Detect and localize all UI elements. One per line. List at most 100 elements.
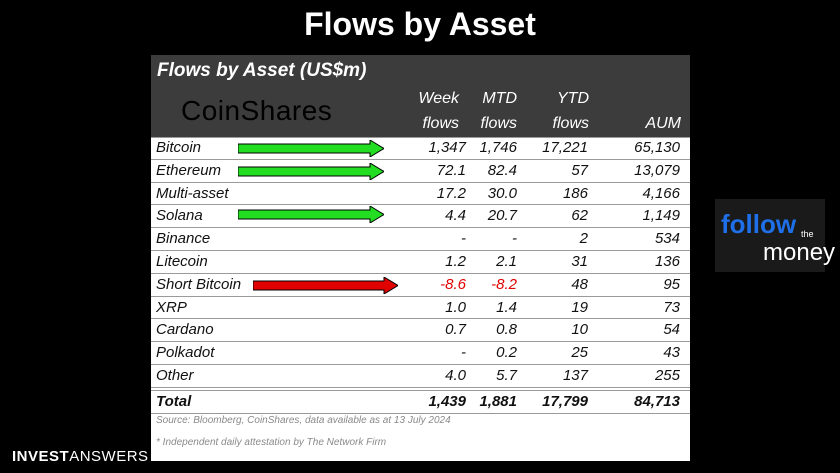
row-divider [151,227,690,229]
the-text: the [801,229,814,239]
asset-name: Polkadot [156,344,215,362]
flows-table-card: Flows by Asset (US$m) Week flows MTD flo… [151,55,690,461]
header-ytd-line1: YTD [557,90,589,107]
row-divider [151,250,690,251]
table-row: XRP 1.0 1.4 19 73 [151,297,690,320]
table-row: Multi-asset 17.2 30.0 186 4,166 [151,183,690,206]
aum-cell: 65,130 [634,139,680,156]
ytd-cell: 186 [562,184,588,202]
week-cell: 1.0 [445,298,466,316]
table-row: Solana 4.4 20.7 62 1,149 [151,205,690,228]
aum-cell: 43 [663,344,680,362]
row-divider [151,341,690,343]
source-note: Source: Bloomberg, CoinShares, data avai… [156,415,451,426]
aum-cell: 54 [663,321,680,339]
aum-cell: 84,713 [634,392,680,410]
header-week-line1: Week [418,90,459,107]
aum-cell: 255 [654,367,680,384]
week-cell: - [461,230,466,248]
week-cell: 4.0 [445,367,466,384]
follow-the-money-logo: follow the money [715,199,835,272]
ytd-cell: 31 [571,253,588,270]
table-row: Cardano 0.7 0.8 10 54 [151,319,690,342]
header-divider [151,137,690,138]
row-divider [151,158,690,160]
week-cell: 4.4 [445,207,466,225]
total-divider [151,389,690,391]
table-row: Polkadot - 0.2 25 43 [151,342,690,365]
table-title: Flows by Asset (US$m) [157,60,367,81]
row-divider [151,386,690,388]
aum-cell: 534 [654,230,680,248]
asset-name: Multi-asset [156,184,229,202]
row-divider [151,204,690,206]
arrow-bitcoin-icon [238,140,384,157]
aum-cell: 13,079 [634,161,680,179]
mtd-cell: 0.2 [496,344,517,362]
asset-name: Cardano [156,321,214,339]
aum-cell: 73 [663,298,680,316]
mtd-cell: 30.0 [487,184,517,202]
arrow-short-bitcoin-icon [253,277,398,294]
aum-cell: 1,149 [642,207,680,225]
ytd-cell: 10 [571,321,588,339]
ytd-cell: 19 [571,298,588,316]
asset-name: Litecoin [156,253,208,270]
mtd-cell: 82.4 [487,161,517,179]
aum-cell: 4,166 [642,184,680,202]
mtd-cell: 1.4 [496,298,517,316]
table-row: Litecoin 1.2 2.1 31 136 [151,251,690,274]
ytd-cell: 17,221 [542,139,588,156]
table-row: Bitcoin 1,347 1,746 17,221 65,130 [151,137,690,160]
asset-name: XRP [156,298,187,316]
ytd-cell: 137 [562,367,588,384]
table-row: Short Bitcoin -8.6 -8.2 48 95 [151,274,690,297]
header-mtd-line1: MTD [482,90,517,107]
week-cell: - [461,344,466,362]
week-cell: -8.6 [440,275,466,293]
week-cell: 17.2 [436,184,466,202]
money-text: money [763,239,836,266]
aum-cell: 95 [663,275,680,293]
ytd-cell: 57 [571,161,588,179]
arrow-ethereum-icon [238,163,384,180]
row-divider [151,295,690,297]
asset-name: Bitcoin [156,139,202,156]
asset-name: Solana [156,207,203,225]
ytd-cell: 17,799 [542,392,588,410]
table-row: Ethereum 72.1 82.4 57 13,079 [151,160,690,183]
mtd-cell: 0.8 [496,321,517,339]
follow-text: follow [721,209,797,239]
week-cell: 1.2 [445,253,466,270]
row-divider [151,272,690,274]
asset-name: Short Bitcoin [156,275,242,293]
week-cell: 72.1 [436,161,466,179]
row-divider [151,364,690,365]
table-row: Binance - - 2 534 [151,228,690,251]
header-ytd-line2: flows [552,115,589,132]
total-row: Total 1,439 1,881 17,799 84,713 [151,391,690,414]
asset-name: Total [156,392,192,410]
mtd-cell: 20.7 [487,207,517,225]
mtd-cell: 1,881 [479,392,517,410]
asset-name: Binance [156,230,211,248]
ytd-cell: 48 [571,275,588,293]
table-header: Flows by Asset (US$m) Week flows MTD flo… [151,55,690,137]
header-week-line2: flows [422,115,459,132]
mtd-cell: - [512,230,517,248]
row-divider [151,318,690,320]
table-row: Other 4.0 5.7 137 255 [151,365,690,388]
week-cell: 1,347 [428,139,466,156]
mtd-cell: 2.1 [496,253,517,270]
mtd-cell: -8.2 [491,275,517,293]
row-divider [151,181,690,183]
asset-name: Ethereum [156,161,222,179]
aum-cell: 136 [654,253,680,270]
week-cell: 1,439 [428,392,466,410]
header-mtd-line2: flows [480,115,517,132]
mtd-cell: 1,746 [479,139,517,156]
ytd-cell: 2 [579,230,588,248]
coinshares-logo: CoinShares [181,95,333,126]
footnote: * Independent daily attestation by The N… [156,437,387,448]
asset-name: Other [156,367,194,384]
